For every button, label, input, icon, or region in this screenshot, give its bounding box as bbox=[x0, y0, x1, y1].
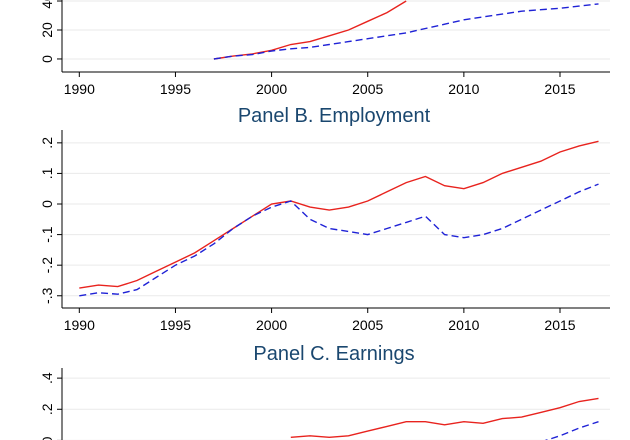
y-tick-label: -.1 bbox=[39, 226, 55, 243]
x-tick-label: 2000 bbox=[256, 317, 287, 333]
y-tick-label: 20 bbox=[39, 22, 55, 38]
series-line bbox=[290, 397, 599, 439]
series-line bbox=[544, 421, 599, 440]
x-tick-label: 2015 bbox=[544, 317, 575, 333]
y-tick-label: 0 bbox=[39, 55, 55, 63]
x-tick-label: 2015 bbox=[544, 81, 575, 97]
x-tick-label: 2010 bbox=[448, 81, 479, 97]
x-tick-label: 1995 bbox=[160, 81, 191, 97]
y-tick-label: 40 bbox=[39, 0, 55, 9]
y-tick-label: .2 bbox=[39, 403, 55, 415]
series-line bbox=[79, 183, 599, 297]
x-tick-label: 1995 bbox=[160, 317, 191, 333]
panel-title: Panel B. Employment bbox=[238, 105, 431, 127]
series-line bbox=[213, 3, 599, 60]
x-tick-label: 2000 bbox=[256, 81, 287, 97]
y-tick-label: -.2 bbox=[39, 257, 55, 274]
panel-title: Panel C. Earnings bbox=[253, 343, 414, 365]
series-line bbox=[213, 0, 407, 60]
x-tick-label: 2005 bbox=[352, 317, 383, 333]
y-tick-label: 0 bbox=[39, 200, 55, 208]
y-tick-label: .4 bbox=[39, 372, 55, 384]
x-tick-label: 1990 bbox=[64, 81, 95, 97]
x-tick-label: 2005 bbox=[352, 81, 383, 97]
x-tick-label: 1990 bbox=[64, 317, 95, 333]
y-tick-label: 0 bbox=[39, 436, 55, 440]
y-tick-label: .1 bbox=[39, 167, 55, 179]
y-tick-label: .2 bbox=[39, 137, 55, 149]
y-tick-label: -.3 bbox=[39, 287, 55, 304]
series-line bbox=[79, 140, 599, 289]
x-tick-label: 2010 bbox=[448, 317, 479, 333]
